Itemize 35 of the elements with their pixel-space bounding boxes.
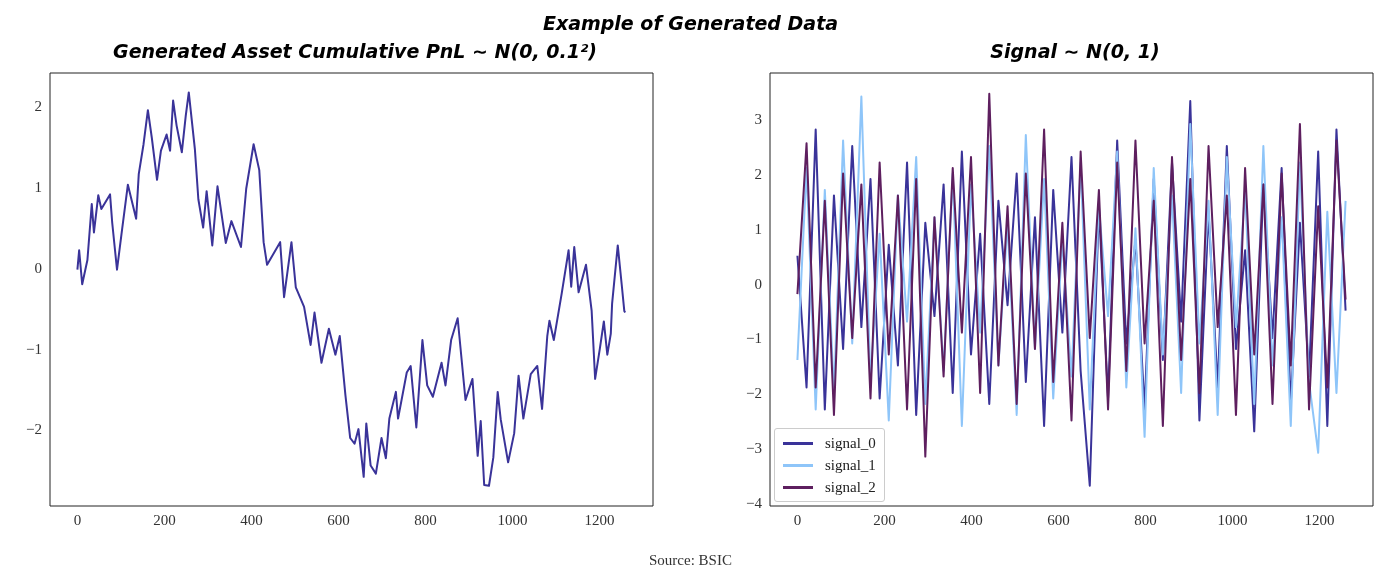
chart-title: Generated Asset Cumulative PnL ∼ N(0, 0.1²) (112, 40, 598, 64)
text: Example of Generated Data (541, 12, 840, 34)
source-note: Source: BSIC (648, 552, 733, 569)
y-tick-label: 0 (34, 259, 42, 276)
legend-label: signal_0 (825, 434, 876, 452)
x-tick-label: 0 (793, 511, 802, 528)
x-tick-label: 1200 (1304, 511, 1335, 528)
line-series (76, 91, 627, 487)
x-tick-label: 800 (414, 511, 437, 528)
x-tick-label: 600 (1047, 511, 1070, 528)
y-tick-label: 2 (754, 165, 762, 182)
x-tick-label: 200 (153, 511, 176, 528)
y-tick-label: 2 (34, 97, 42, 114)
x-tick-label: 0 (73, 511, 82, 528)
x-tick-label: 800 (1134, 511, 1157, 528)
y-tick-label: −2 (26, 421, 42, 438)
x-tick-label: 1000 (497, 511, 528, 528)
x-tick-label: 400 (960, 511, 983, 528)
x-tick-label: 1000 (1217, 511, 1248, 528)
x-tick-label: 200 (873, 511, 896, 528)
y-tick-label: −1 (26, 340, 42, 357)
y-tick-label: −4 (746, 495, 763, 512)
x-tick-label: 1200 (584, 511, 615, 528)
chart-title: Signal ∼ N(0, 1) (989, 40, 1161, 64)
x-tick-label: 400 (240, 511, 263, 528)
y-tick-label: 1 (754, 220, 762, 237)
y-tick-label: −3 (746, 440, 762, 457)
y-tick-label: 3 (754, 110, 762, 127)
x-tick-label: 600 (327, 511, 350, 528)
y-tick-label: −2 (746, 385, 762, 402)
legend-label: signal_2 (825, 478, 876, 496)
y-tick-label: 1 (34, 178, 42, 195)
legend-label: signal_1 (825, 456, 876, 474)
y-tick-label: −1 (746, 330, 762, 347)
y-tick-label: 0 (754, 275, 762, 292)
